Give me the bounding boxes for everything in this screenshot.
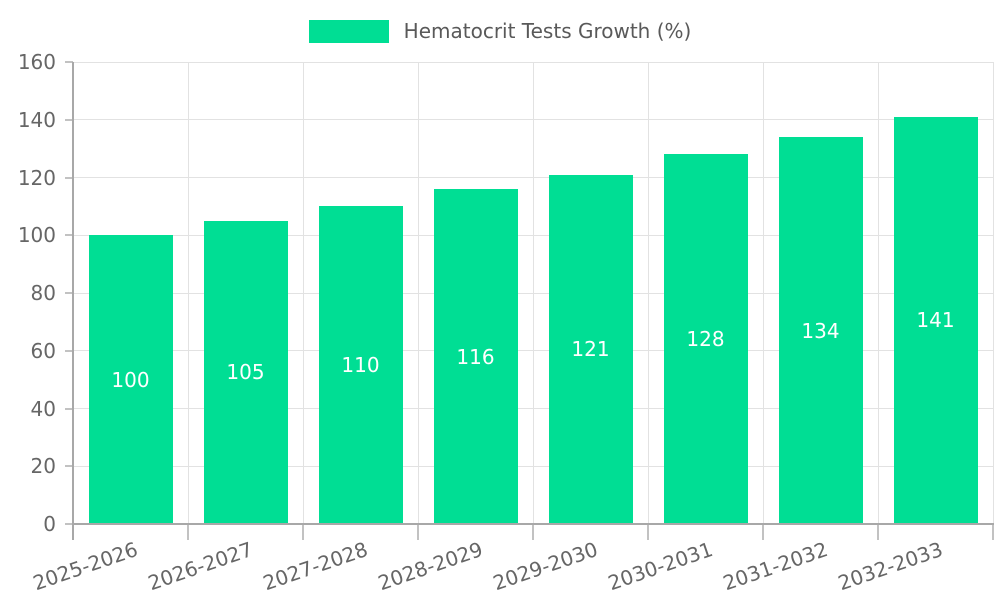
x-axis-line bbox=[72, 523, 994, 525]
bar: 116 bbox=[433, 189, 518, 524]
x-tick-mark bbox=[532, 525, 534, 540]
x-tick-mark bbox=[302, 525, 304, 540]
x-tick-mark bbox=[992, 525, 994, 540]
x-gridline bbox=[417, 62, 419, 524]
y-tick-mark bbox=[65, 292, 73, 294]
bar-value-label: 100 bbox=[111, 367, 150, 392]
bar-value-label: 121 bbox=[571, 337, 610, 362]
bar-value-label: 105 bbox=[226, 360, 265, 385]
x-gridline bbox=[302, 62, 304, 524]
x-tick-label: 2026-2027 bbox=[145, 537, 257, 596]
x-tick-label: 2031-2032 bbox=[720, 537, 832, 596]
y-tick-label: 60 bbox=[30, 338, 56, 363]
x-gridline bbox=[187, 62, 189, 524]
legend-label: Hematocrit Tests Growth (%) bbox=[403, 19, 692, 43]
x-gridline bbox=[532, 62, 534, 524]
bar: 128 bbox=[663, 154, 748, 524]
y-tick-mark bbox=[65, 61, 73, 63]
y-tick-mark bbox=[65, 176, 73, 179]
y-tick-label: 0 bbox=[43, 512, 56, 536]
x-tick-mark bbox=[877, 525, 879, 540]
y-tick-mark bbox=[65, 465, 73, 468]
bar: 134 bbox=[778, 137, 863, 524]
y-tick-label: 100 bbox=[17, 223, 56, 248]
y-tick-mark bbox=[65, 523, 73, 525]
x-tick-mark bbox=[187, 525, 189, 540]
chart-legend: Hematocrit Tests Growth (%) bbox=[0, 19, 1000, 43]
x-tick-label: 2029-2030 bbox=[490, 537, 602, 596]
x-tick-mark bbox=[417, 525, 419, 540]
y-tick-mark bbox=[65, 349, 73, 352]
x-gridline bbox=[877, 62, 879, 524]
y-tick-mark bbox=[65, 407, 73, 410]
bar-value-label: 110 bbox=[341, 353, 380, 378]
bar-value-label: 116 bbox=[456, 344, 495, 369]
x-gridline bbox=[992, 62, 994, 524]
x-tick-label: 2032-2033 bbox=[835, 537, 947, 596]
x-tick-label: 2025-2026 bbox=[30, 537, 142, 596]
y-tick-label: 20 bbox=[30, 454, 56, 479]
y-tick-label: 160 bbox=[17, 50, 56, 74]
x-tick-label: 2027-2028 bbox=[260, 537, 372, 596]
y-tick-mark bbox=[65, 234, 73, 237]
y-tick-label: 140 bbox=[17, 107, 56, 132]
bar-value-label: 134 bbox=[801, 318, 840, 343]
bar: 141 bbox=[893, 116, 978, 524]
bar-value-label: 128 bbox=[686, 327, 725, 352]
y-tick-mark bbox=[65, 118, 73, 121]
y-tick-label: 80 bbox=[30, 281, 56, 305]
bar-value-label: 141 bbox=[916, 308, 955, 333]
x-tick-label: 2030-2031 bbox=[605, 537, 717, 596]
x-tick-label: 2028-2029 bbox=[375, 537, 487, 596]
bar: 100 bbox=[88, 235, 173, 524]
y-tick-label: 40 bbox=[30, 396, 56, 421]
x-tick-mark bbox=[647, 525, 649, 540]
bar: 110 bbox=[318, 206, 403, 524]
x-gridline bbox=[762, 62, 764, 524]
x-tick-mark bbox=[762, 525, 764, 540]
y-axis-line bbox=[72, 62, 74, 540]
x-gridline bbox=[647, 62, 649, 524]
bar: 105 bbox=[203, 220, 288, 524]
y-tick-label: 120 bbox=[17, 165, 56, 190]
legend-item[interactable]: Hematocrit Tests Growth (%) bbox=[308, 19, 692, 43]
legend-swatch bbox=[308, 19, 389, 43]
bar: 121 bbox=[548, 174, 633, 524]
